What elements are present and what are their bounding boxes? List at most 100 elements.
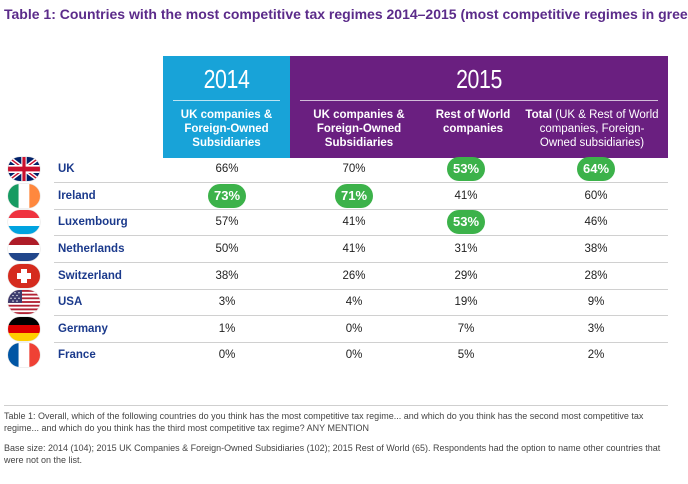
cell-value: 28% — [584, 270, 608, 282]
cell-value: 2% — [587, 349, 605, 361]
cell-value: 3% — [587, 323, 605, 335]
value-cell: 1% — [182, 323, 272, 335]
value-cell: 26% — [309, 270, 399, 282]
highlighted-value-cell: 64% — [551, 157, 641, 181]
luxembourg-flag-icon — [8, 210, 40, 234]
total-label-detail: (UK & Rest of World companies, Foreign-O… — [539, 109, 659, 149]
value-cell: 2% — [551, 349, 641, 361]
value-cell: 38% — [182, 270, 272, 282]
year-2014-label: 2014 — [203, 64, 250, 94]
cell-value: 9% — [587, 296, 605, 308]
cell-value: 60% — [584, 190, 608, 202]
row-divider — [54, 235, 668, 236]
highlighted-value-cell: 73% — [182, 184, 272, 208]
netherlands-flag-icon — [8, 237, 40, 261]
cell-value: 5% — [457, 349, 475, 361]
cell-value: 66% — [215, 163, 239, 175]
divider — [173, 100, 280, 101]
switzerland-flag-icon — [8, 264, 40, 288]
value-cell: 28% — [551, 270, 641, 282]
country-name: Luxembourg — [58, 216, 128, 228]
value-cell: 57% — [182, 216, 272, 228]
highlighted-value-cell: 53% — [421, 210, 511, 234]
value-cell: 3% — [182, 296, 272, 308]
cell-value: 41% — [342, 216, 366, 228]
value-cell: 29% — [421, 270, 511, 282]
cell-value: 53% — [447, 157, 485, 181]
row-divider — [54, 182, 668, 183]
cell-value: 0% — [218, 349, 236, 361]
table-title: Table 1: Countries with the most competi… — [4, 6, 688, 22]
cell-value: 0% — [345, 349, 363, 361]
country-name: USA — [58, 296, 83, 308]
ireland-flag-icon — [8, 184, 40, 208]
column-header-2015-row: Rest of World companies — [435, 109, 511, 135]
value-cell: 3% — [551, 323, 641, 335]
row-divider — [54, 342, 668, 343]
value-cell: 70% — [309, 163, 399, 175]
cell-value: 50% — [215, 243, 239, 255]
value-cell: 4% — [309, 296, 399, 308]
row-divider — [54, 289, 668, 290]
column-header-2015-uk: UK companies & Foreign-Owned Subsidiarie… — [313, 109, 405, 149]
uk-flag-icon — [8, 157, 40, 181]
value-cell: 31% — [421, 243, 511, 255]
value-cell: 66% — [182, 163, 272, 175]
row-divider — [54, 209, 668, 210]
highlighted-value-cell: 53% — [421, 157, 511, 181]
cell-value: 19% — [454, 296, 478, 308]
value-cell: 41% — [421, 190, 511, 202]
value-cell: 9% — [551, 296, 641, 308]
footnote-base: Base size: 2014 (104); 2015 UK Companies… — [4, 443, 661, 465]
cell-value: 3% — [218, 296, 236, 308]
cell-value: 0% — [345, 323, 363, 335]
row-divider — [54, 315, 668, 316]
cell-value: 7% — [457, 323, 475, 335]
value-cell: 46% — [551, 216, 641, 228]
cell-value: 41% — [342, 243, 366, 255]
cell-value: 70% — [342, 163, 366, 175]
cell-value: 57% — [215, 216, 239, 228]
value-cell: 0% — [309, 323, 399, 335]
france-flag-icon — [8, 343, 40, 367]
germany-flag-icon — [8, 317, 40, 341]
value-cell: 5% — [421, 349, 511, 361]
cell-value: 71% — [335, 184, 373, 208]
divider — [300, 100, 658, 101]
value-cell: 7% — [421, 323, 511, 335]
cell-value: 64% — [577, 157, 615, 181]
value-cell: 50% — [182, 243, 272, 255]
column-header-2015-total: Total (UK & Rest of World companies, For… — [522, 108, 662, 150]
value-cell: 38% — [551, 243, 641, 255]
cell-value: 31% — [454, 243, 478, 255]
header-2015: 2015 UK companies & Foreign-Owned Subsid… — [290, 56, 668, 158]
year-2015-label: 2015 — [456, 64, 502, 94]
header-2014: 2014 UK companies & Foreign-Owned Subsid… — [163, 56, 290, 158]
country-name: Netherlands — [58, 243, 125, 255]
value-cell: 19% — [421, 296, 511, 308]
cell-value: 29% — [454, 270, 478, 282]
value-cell: 41% — [309, 243, 399, 255]
cell-value: 73% — [208, 184, 246, 208]
country-name: UK — [58, 163, 75, 175]
cell-value: 38% — [584, 243, 608, 255]
cell-value: 41% — [454, 190, 478, 202]
footnote-question: Table 1: Overall, which of the following… — [4, 411, 644, 433]
country-name: Germany — [58, 323, 108, 335]
highlighted-value-cell: 71% — [309, 184, 399, 208]
row-divider — [54, 262, 668, 263]
value-cell: 60% — [551, 190, 641, 202]
value-cell: 0% — [182, 349, 272, 361]
value-cell: 41% — [309, 216, 399, 228]
divider — [4, 405, 668, 406]
usa-flag-icon — [8, 290, 40, 314]
cell-value: 38% — [215, 270, 239, 282]
country-name: Ireland — [58, 190, 96, 202]
cell-value: 53% — [447, 210, 485, 234]
country-name: France — [58, 349, 96, 361]
value-cell: 0% — [309, 349, 399, 361]
country-name: Switzerland — [58, 270, 122, 282]
cell-value: 1% — [218, 323, 236, 335]
cell-value: 4% — [345, 296, 363, 308]
total-label: Total — [525, 109, 553, 121]
